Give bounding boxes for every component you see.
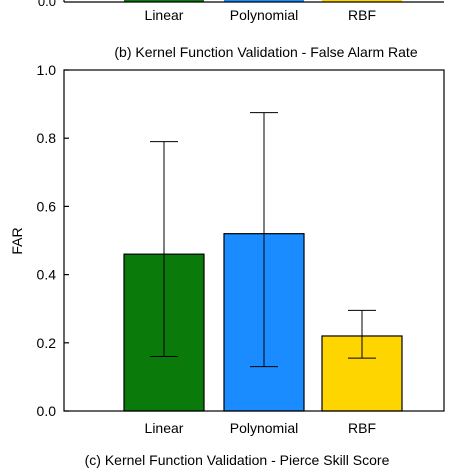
x-tick-label-rbf: RBF (348, 420, 376, 436)
top-bar-polynomial (224, 0, 304, 2)
y-axis-label: FAR (9, 227, 25, 254)
top-bar-rbf (322, 0, 402, 2)
top-tick-label: 0.0 (38, 0, 56, 9)
caption-c: (c) Kernel Function Validation - Pierce … (85, 452, 390, 468)
caption-b: (b) Kernel Function Validation - False A… (114, 44, 417, 60)
y-tick-label: 0.0 (37, 403, 57, 419)
top-fragment: 0.0 Linear Polynomial RBF (38, 0, 444, 23)
top-category-polynomial: Polynomial (230, 7, 298, 23)
plot-frame (63, 69, 445, 412)
y-tick-label: 0.2 (37, 335, 57, 351)
y-ticks: 0.0 0.2 0.4 0.6 0.8 1.0 (37, 62, 69, 419)
y-tick-label: 1.0 (37, 62, 57, 78)
bars (123, 233, 403, 412)
top-bar-linear (124, 0, 204, 2)
x-tick-label-polynomial: Polynomial (230, 420, 298, 436)
y-tick-label: 0.8 (37, 130, 57, 146)
y-tick-label: 0.6 (37, 198, 57, 214)
error-bars (150, 112, 376, 368)
x-tick-label-linear: Linear (145, 420, 184, 436)
far-bar-chart: FAR 0.0 0.2 0.4 0.6 0.8 1.0 Linear Polynomial R… (9, 62, 445, 436)
top-category-rbf: RBF (348, 7, 376, 23)
x-tick-labels: Linear Polynomial RBF (145, 420, 376, 436)
top-category-linear: Linear (145, 7, 184, 23)
y-tick-label: 0.4 (37, 267, 57, 283)
